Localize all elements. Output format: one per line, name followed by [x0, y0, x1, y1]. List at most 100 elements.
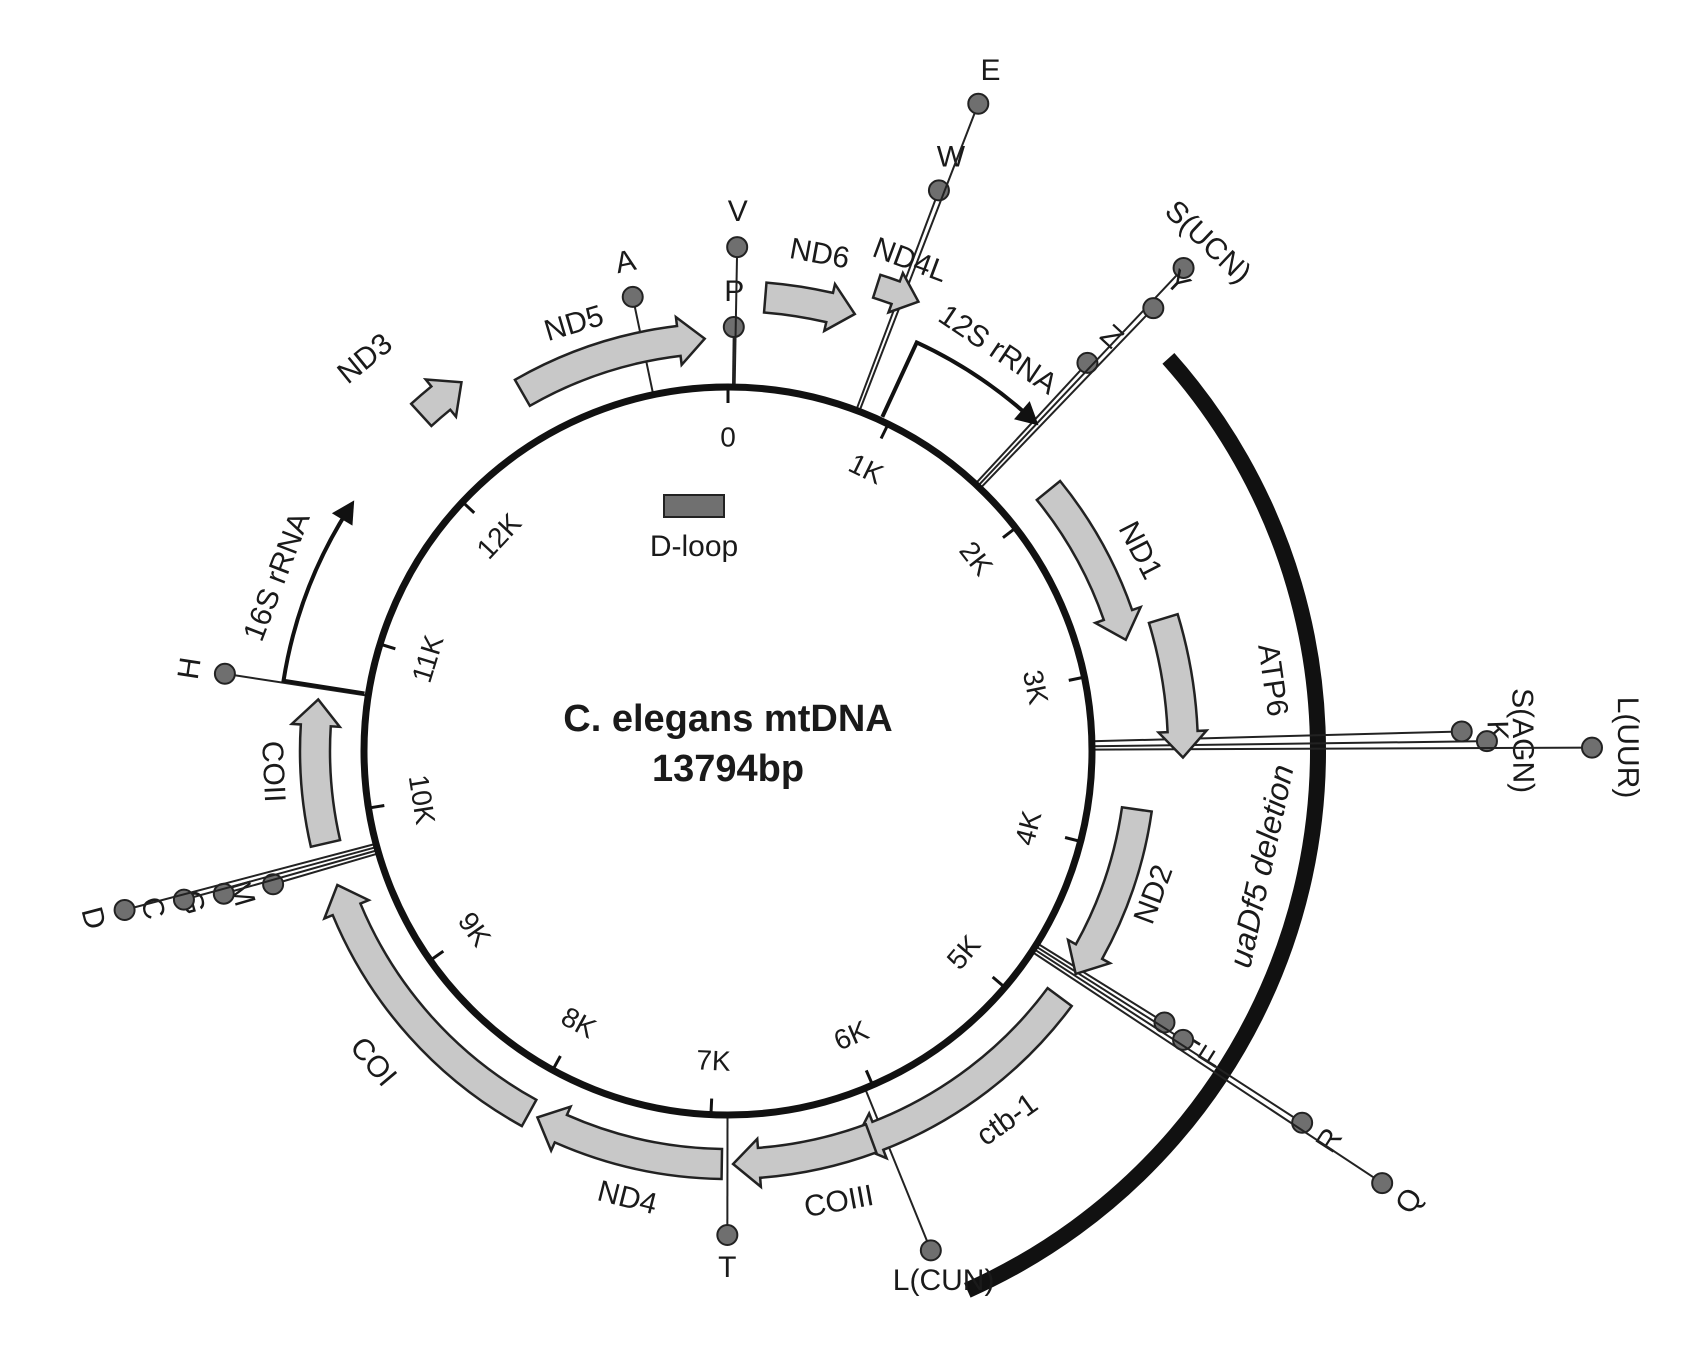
- tick-label-10k: 10K: [403, 773, 441, 827]
- gene-arrow-coi: [322, 883, 539, 1128]
- tick-label-0: 0: [720, 421, 736, 452]
- trna-dot-w: [927, 179, 950, 202]
- gene-arrow-nd5: [513, 314, 707, 408]
- trna-dot-p: [722, 316, 745, 339]
- trna-dot-s-ucn: [1172, 256, 1195, 279]
- trna-label-p: P: [724, 275, 744, 308]
- trna-stem-q: [1031, 950, 1383, 1184]
- tick-mark-6k: [864, 1069, 874, 1086]
- trna-dot-y: [1142, 297, 1165, 320]
- trna-label-a: A: [612, 244, 638, 280]
- trna-stem-e: [858, 103, 980, 412]
- tick-label-12k: 12K: [471, 507, 528, 565]
- trna-stem-r: [1032, 947, 1303, 1124]
- trna-label-d: D: [75, 904, 112, 933]
- tick-mark-4k: [1064, 836, 1081, 843]
- map-subtitle: 13794bp: [652, 748, 804, 790]
- tick-label-7k: 7K: [696, 1044, 732, 1077]
- map-title: C. elegans mtDNA: [563, 698, 892, 740]
- gene-label-nd4: ND4: [594, 1175, 660, 1222]
- trna-dot-d: [113, 898, 136, 921]
- tick-mark-3k: [1068, 675, 1085, 682]
- tick-mark-8k: [551, 1055, 562, 1071]
- trna-stem-m: [272, 852, 379, 886]
- gene-arrow-ctb-1: [851, 986, 1074, 1161]
- tick-mark-2k: [1002, 526, 1017, 539]
- trna-stem-v: [733, 247, 739, 388]
- trna-dot-a: [621, 285, 644, 308]
- trna-label-l-cun: L(CUN): [893, 1264, 995, 1297]
- rrna-label-16s-rrna: 16S rRNA: [237, 508, 316, 646]
- tick-label-11k: 11K: [406, 631, 450, 686]
- trna-label-q: Q: [1389, 1182, 1429, 1220]
- trna-dot-z: [1076, 351, 1099, 374]
- gene-arrow-nd4: [535, 1104, 724, 1181]
- gene-arrow-nd6: [762, 280, 857, 334]
- dloop-box: [663, 494, 725, 518]
- trna-dot-l-uur: [1580, 736, 1603, 759]
- trna-markers: PVAWEZS(UCN)YKS(AGN)L(UUR)IFRQL(CUN)TMGC…: [75, 54, 1645, 1297]
- gene-arrow-nd1: [1035, 479, 1143, 642]
- tick-label-3k: 3K: [1017, 667, 1054, 707]
- gene-label-nd1: ND1: [1112, 516, 1169, 584]
- trna-stem-d: [124, 842, 377, 911]
- rrna-label-12s-rrna: 12S rRNA: [933, 298, 1063, 401]
- trna-dot-q: [1371, 1172, 1394, 1195]
- deletion-arc: [964, 353, 1326, 1298]
- trna-stem-y: [979, 307, 1155, 490]
- gene-arrow-atp6: [1147, 612, 1210, 760]
- tick-mark-7k: [709, 1098, 714, 1115]
- tick-mark-12k: [461, 500, 476, 514]
- trna-dot-h: [213, 662, 236, 685]
- gene-label-coii: COII: [255, 740, 291, 803]
- tick-label-9k: 9K: [452, 906, 497, 952]
- trna-stem-g: [223, 849, 379, 895]
- trna-dot-v: [726, 236, 749, 259]
- trna-label-v: V: [728, 195, 748, 228]
- rrna-arrowhead-16s-rrna: [331, 500, 355, 526]
- tick-mark-1k: [879, 423, 890, 440]
- trna-label-r: R: [1310, 1122, 1349, 1158]
- gene-arrow-coiii: [731, 1122, 878, 1190]
- gene-arrow-nd3: [409, 377, 463, 428]
- tick-label-8k: 8K: [556, 1001, 601, 1045]
- tick-label-6k: 6K: [829, 1014, 873, 1056]
- trna-dot-t: [716, 1223, 739, 1246]
- tick-label-5k: 5K: [941, 929, 987, 975]
- trna-label-h: H: [172, 655, 208, 681]
- gene-label-coiii: COIII: [801, 1179, 876, 1224]
- tick-label-1k: 1K: [844, 447, 889, 490]
- trna-stem-c: [183, 845, 378, 901]
- trna-dot-s-agn: [1475, 730, 1498, 753]
- trna-dot-k: [1450, 720, 1473, 743]
- trna-label-l-uur: L(UUR): [1611, 697, 1644, 799]
- trna-dot-e: [967, 92, 990, 115]
- gene-label-nd5: ND5: [540, 299, 607, 348]
- tick-mark-10k: [368, 804, 385, 810]
- trna-dot-l-cun: [919, 1239, 942, 1262]
- tick-label-4k: 4K: [1009, 807, 1048, 848]
- trna-stem-i: [1036, 942, 1165, 1024]
- trna-label-s-agn: S(AGN): [1505, 688, 1539, 793]
- tick-label-2k: 2K: [953, 535, 999, 581]
- trna-label-c: C: [134, 893, 172, 923]
- gene-label-coi: COI: [343, 1031, 403, 1093]
- gene-label-atp6: ATP6: [1251, 642, 1294, 719]
- dloop-label: D-loop: [650, 530, 738, 563]
- trna-stem-s-agn: [1091, 740, 1487, 748]
- trna-stem-f: [1034, 945, 1184, 1041]
- trna-stem-l-cun: [864, 1087, 932, 1251]
- tick-mark-5k: [991, 975, 1006, 989]
- gene-arrow-nd2: [1066, 805, 1154, 976]
- gene-label-nd6: ND6: [787, 232, 852, 275]
- gene-label-nd3: ND3: [331, 327, 398, 390]
- trna-label-e: E: [981, 54, 1001, 87]
- gene-arrow-nd4l: [871, 269, 921, 315]
- trna-label-t: T: [718, 1251, 736, 1284]
- trna-label-z: Z: [1094, 318, 1130, 355]
- rrna-arrowhead-12s-rrna: [1014, 401, 1039, 426]
- rrna-arc-16s-rrna: [281, 503, 365, 696]
- gene-arrow-coii: [288, 697, 343, 849]
- trna-stem-k: [1091, 730, 1462, 743]
